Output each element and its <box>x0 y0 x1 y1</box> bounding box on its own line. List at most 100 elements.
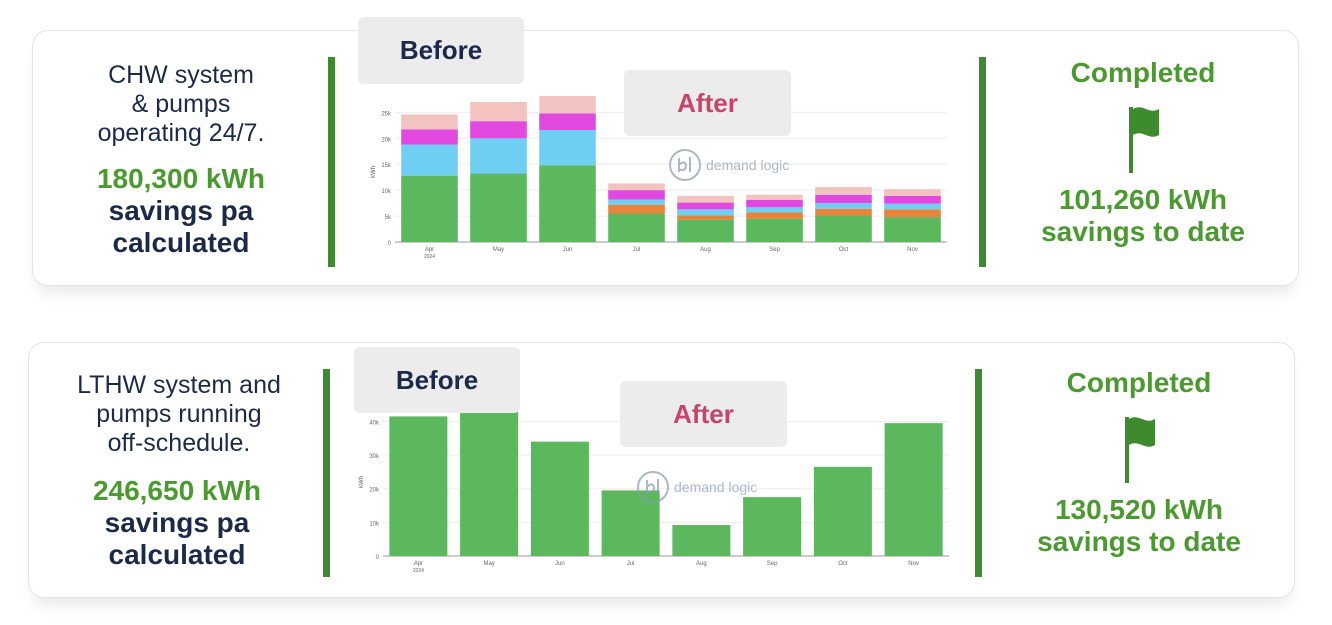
divider-left <box>323 369 330 577</box>
kwh-label: calculated <box>112 227 250 258</box>
to-date-value: 130,520 kWh <box>1054 494 1224 525</box>
bar-segment <box>815 187 872 195</box>
status-label: Completed <box>1066 367 1212 398</box>
status-label: Completed <box>1070 57 1216 88</box>
x-tick-label: May <box>483 561 494 567</box>
watermark-logo: demand logic <box>668 148 789 182</box>
bar-segment <box>539 113 596 130</box>
x-tick-label: Jun <box>555 561 565 567</box>
to-date-label: savings to date <box>1037 526 1241 557</box>
bar-segment <box>470 138 527 174</box>
bar-segment <box>884 209 941 218</box>
bar-segment <box>672 525 731 556</box>
x-tick-label: Jul <box>633 247 641 253</box>
y-axis-label: kWh <box>359 476 365 488</box>
bar-segment <box>746 200 803 208</box>
x-tick-sublabel: 2024 <box>413 568 424 574</box>
bar-segment <box>677 209 734 216</box>
flag-icon <box>1129 107 1159 173</box>
description-line: & pumps <box>131 90 231 118</box>
bar-segment <box>470 121 527 139</box>
kwh-label: calculated <box>108 539 246 570</box>
description: LTHW system and pumps running off-schedu… <box>49 371 309 458</box>
x-tick-label: Sep <box>769 247 780 253</box>
divider-left <box>328 57 335 267</box>
bar-segment <box>884 423 943 556</box>
demand-logic-logo-icon <box>637 471 669 503</box>
description: CHW system & pumps operating 24/7. <box>71 61 291 148</box>
bar-segment <box>815 194 872 204</box>
x-tick-label: Jun <box>563 247 573 253</box>
bar-segment <box>815 215 872 242</box>
bar-segment <box>608 204 665 214</box>
bar-segment <box>470 173 527 242</box>
y-tick-label: 10k <box>381 189 392 195</box>
bar-segment <box>884 203 941 210</box>
bar-segment <box>401 175 458 242</box>
description-line: LTHW system and <box>77 371 281 399</box>
bar-segment <box>677 215 734 220</box>
x-tick-label: Aug <box>700 247 711 253</box>
x-tick-label: Aug <box>696 561 707 567</box>
y-tick-label: 0 <box>376 555 380 561</box>
bar-segment <box>470 102 527 122</box>
x-tick-label: Apr <box>425 247 434 253</box>
kwh-label: savings pa <box>108 195 254 226</box>
bar-segment <box>677 195 734 203</box>
bar-segment <box>539 130 596 166</box>
x-tick-label: Apr <box>414 561 423 567</box>
bar-segment <box>813 466 872 556</box>
after-tag: After <box>624 70 791 136</box>
bar-segment <box>743 497 802 556</box>
bar-segment <box>530 441 589 556</box>
bar-segment <box>815 203 872 209</box>
bar-segment <box>884 217 941 242</box>
to-date-label: savings to date <box>1041 216 1245 247</box>
kwh-value: 246,650 kWh <box>92 475 262 506</box>
description-line: operating 24/7. <box>97 119 265 147</box>
x-tick-sublabel: 2024 <box>424 254 435 260</box>
x-tick-label: Oct <box>838 561 848 567</box>
x-tick-label: May <box>493 247 504 253</box>
bar-segment <box>608 199 665 205</box>
description-line: CHW system <box>108 61 254 89</box>
divider-right <box>979 57 986 267</box>
status-block: Completed 130,520 kWh savings to date <box>1004 367 1274 558</box>
bar-segment <box>389 416 448 556</box>
bar-segment <box>746 194 803 200</box>
y-tick-label: 20k <box>381 137 392 143</box>
y-tick-label: 0 <box>388 241 392 247</box>
kwh-value: 180,300 kWh <box>96 163 266 194</box>
y-tick-label: 20k <box>369 488 380 494</box>
after-tag: After <box>620 381 787 447</box>
kwh-label: savings pa <box>104 507 250 538</box>
bar-segment <box>608 190 665 200</box>
bar-segment <box>746 212 803 219</box>
watermark-text: demand logic <box>706 157 790 173</box>
bar-segment <box>608 183 665 191</box>
y-tick-label: 25k <box>381 111 392 117</box>
watermark-logo: demand logic <box>636 470 757 504</box>
bar-segment <box>677 219 734 242</box>
kwh-savings: 180,300 kWh savings pa calculated <box>61 163 301 259</box>
bar-segment <box>539 165 596 242</box>
to-date-value: 101,260 kWh <box>1058 184 1228 215</box>
divider-right <box>975 369 982 577</box>
y-tick-label: 30k <box>369 454 380 460</box>
bar-segment <box>401 144 458 176</box>
x-tick-label: Nov <box>908 561 919 567</box>
y-tick-label: 40k <box>369 420 380 426</box>
watermark-text: demand logic <box>674 479 758 495</box>
description-line: pumps running <box>96 400 262 428</box>
bar-segment <box>884 195 941 204</box>
flag-icon <box>1125 417 1155 483</box>
bar-segment <box>884 189 941 196</box>
y-tick-label: 15k <box>381 163 392 169</box>
before-tag: Before <box>354 347 520 413</box>
bar-segment <box>401 129 458 145</box>
before-tag: Before <box>358 17 524 84</box>
kwh-savings: 246,650 kWh savings pa calculated <box>57 475 297 571</box>
description-line: off-schedule. <box>107 429 251 457</box>
bar-segment <box>677 202 734 210</box>
